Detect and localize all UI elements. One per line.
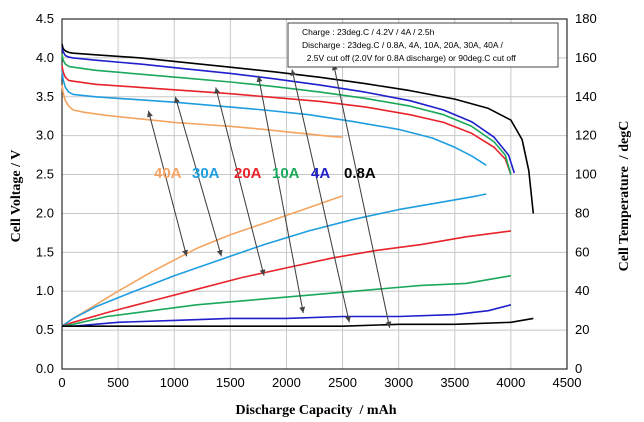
- annotation-box: Charge : 23deg.C / 4.2V / 4A / 2.5h Disc…: [287, 22, 559, 68]
- label-10A: 10A: [272, 165, 300, 182]
- y2-tick-label: 120: [575, 128, 597, 143]
- x-tick-label: 4500: [553, 375, 582, 390]
- x-tick-label: 3500: [440, 375, 469, 390]
- y2-tick-label: 140: [575, 89, 597, 104]
- y-tick-label: 0.5: [36, 322, 54, 337]
- y-tick-label: 1.0: [36, 283, 54, 298]
- label-4A: 4A: [311, 165, 330, 182]
- annotation-line-2: Discharge : 23deg.C / 0.8A, 4A, 10A, 20A…: [302, 40, 503, 50]
- voltage-line-10A: [61, 53, 512, 175]
- y2-tick-label: 80: [575, 205, 589, 220]
- label-20A: 20A: [234, 165, 262, 182]
- arrow-40A-up: [147, 110, 188, 257]
- x-tick-label: 500: [107, 375, 129, 390]
- label-40A: 40A: [154, 165, 182, 182]
- voltage-line-4A: [61, 46, 516, 174]
- y-tick-label: 0.0: [36, 361, 54, 376]
- y-tick-label: 3.5: [36, 89, 54, 104]
- y2-tick-label: 160: [575, 50, 597, 65]
- label-0-8A: 0.8A: [344, 165, 376, 182]
- arrow-10A-up: [256, 75, 304, 314]
- x-tick-label: 3000: [384, 375, 413, 390]
- y-tick-label: 2.0: [36, 205, 54, 220]
- label-30A: 30A: [192, 165, 220, 182]
- voltage-line-30A: [61, 69, 487, 166]
- voltage-line-0-8A: [61, 43, 535, 214]
- annotation-line-1: Charge : 23deg.C / 4.2V / 4A / 2.5h: [302, 27, 435, 37]
- temperature-line-4A: [62, 304, 512, 328]
- y-tick-label: 1.5: [36, 244, 54, 259]
- x-tick-label: 4000: [496, 375, 525, 390]
- y-tick-label: 3.0: [36, 128, 54, 143]
- temperature-line-30A: [61, 193, 487, 327]
- temperature-line-40A: [61, 195, 343, 327]
- arrow-30A-up: [174, 96, 222, 257]
- y2-tick-label: 100: [575, 167, 597, 182]
- arrow-layer: [147, 64, 392, 328]
- arrow-4A-up: [290, 69, 350, 323]
- y2-tick-label: 0: [575, 361, 582, 376]
- x-tick-label: 1500: [216, 375, 245, 390]
- voltage-line-40A: [61, 84, 343, 138]
- y2-tick-label: 60: [575, 244, 589, 259]
- y2-tick-label: 180: [575, 11, 597, 26]
- arrow-20A-up: [214, 87, 265, 276]
- annotation-line-3: 2.5V cut off (2.0V for 0.8A discharge) o…: [302, 53, 516, 63]
- y-tick-label: 4.5: [36, 11, 54, 26]
- series-labels: 40A 30A 20A 10A 4A 0.8A: [154, 165, 376, 182]
- x-tick-label: 2500: [328, 375, 357, 390]
- y2-axis-title: Cell Temperature / degC: [617, 121, 632, 272]
- temperature-line-0-8A: [62, 317, 534, 328]
- plot-frame: [61, 18, 568, 370]
- y-tick-label: 4.0: [36, 50, 54, 65]
- x-tick-label: 1000: [160, 375, 189, 390]
- y2-tick-label: 40: [575, 283, 589, 298]
- grid: [62, 19, 567, 369]
- temperature-line-10A: [61, 274, 512, 327]
- x-axis-title: Discharge Capacity / mAh: [236, 403, 397, 418]
- voltage-line-20A: [61, 65, 512, 175]
- y-tick-label: 2.5: [36, 167, 54, 182]
- x-tick-label: 0: [58, 375, 65, 390]
- y2-tick-label: 20: [575, 322, 589, 337]
- x-tick-label: 2000: [272, 375, 301, 390]
- y-axis-title: Cell Voltage / V: [9, 150, 24, 243]
- arrow-0-8A-up: [331, 64, 391, 328]
